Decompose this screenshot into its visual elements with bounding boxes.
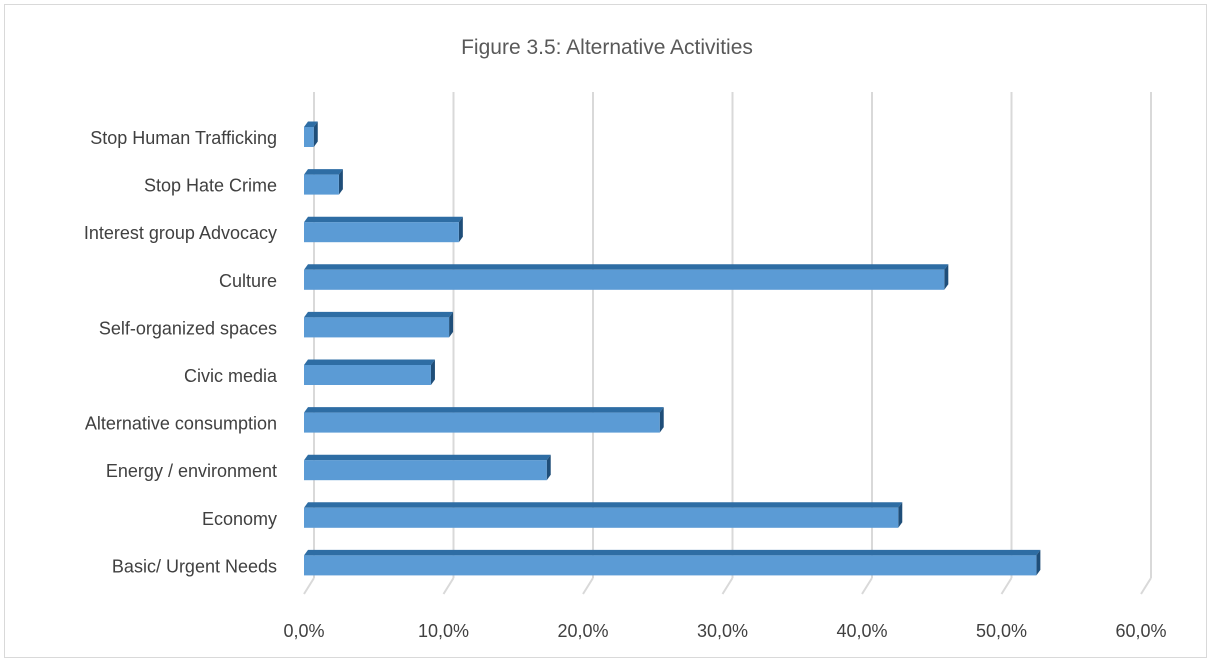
- category-label: Civic media: [184, 366, 278, 386]
- category-label: Energy / environment: [106, 461, 277, 481]
- gridline-floor: [1000, 577, 1013, 595]
- bar: [304, 407, 664, 433]
- x-tick-label: 10,0%: [418, 621, 469, 641]
- category-label: Basic/ Urgent Needs: [112, 556, 277, 576]
- category-label: Interest group Advocacy: [84, 223, 277, 243]
- category-label: Stop Human Trafficking: [90, 128, 277, 148]
- x-tick-label: 40,0%: [836, 621, 887, 641]
- x-tick-label: 50,0%: [976, 621, 1027, 641]
- bar: [304, 454, 551, 481]
- x-tick-label: 30,0%: [697, 621, 748, 641]
- x-tick-labels: 0,0% 10,0% 20,0% 30,0% 40,0% 50,0% 60,0%: [283, 621, 1166, 641]
- category-label: Self-organized spaces: [99, 318, 277, 338]
- bar: [304, 216, 463, 243]
- chart-frame: [4, 4, 1207, 658]
- bar: [304, 549, 1041, 576]
- gridline-floor: [442, 577, 455, 595]
- gridline-floor: [303, 577, 315, 595]
- chart-title: Figure 3.5: Alternative Activities: [461, 36, 753, 59]
- gridline-floor: [861, 577, 873, 595]
- bar: [304, 121, 318, 147]
- category-label: Economy: [202, 509, 277, 529]
- category-label: Stop Hate Crime: [144, 176, 277, 196]
- x-tick-label: 20,0%: [557, 621, 608, 641]
- bars-group: [304, 121, 1041, 576]
- bar: [304, 359, 435, 385]
- bar: [304, 169, 343, 195]
- x-tick-label: 60,0%: [1115, 621, 1166, 641]
- category-label: Culture: [219, 271, 277, 291]
- category-label: Alternative consumption: [85, 414, 277, 434]
- bar: [304, 264, 949, 290]
- x-tick-label: 0,0%: [283, 621, 324, 641]
- gridline-floor: [721, 577, 734, 595]
- bar: [304, 311, 454, 338]
- gridline-floor: [582, 577, 594, 595]
- gridline-floor: [1140, 577, 1152, 595]
- category-labels: Stop Human Trafficking Stop Hate Crime Int…: [84, 128, 278, 576]
- bar: [304, 502, 903, 528]
